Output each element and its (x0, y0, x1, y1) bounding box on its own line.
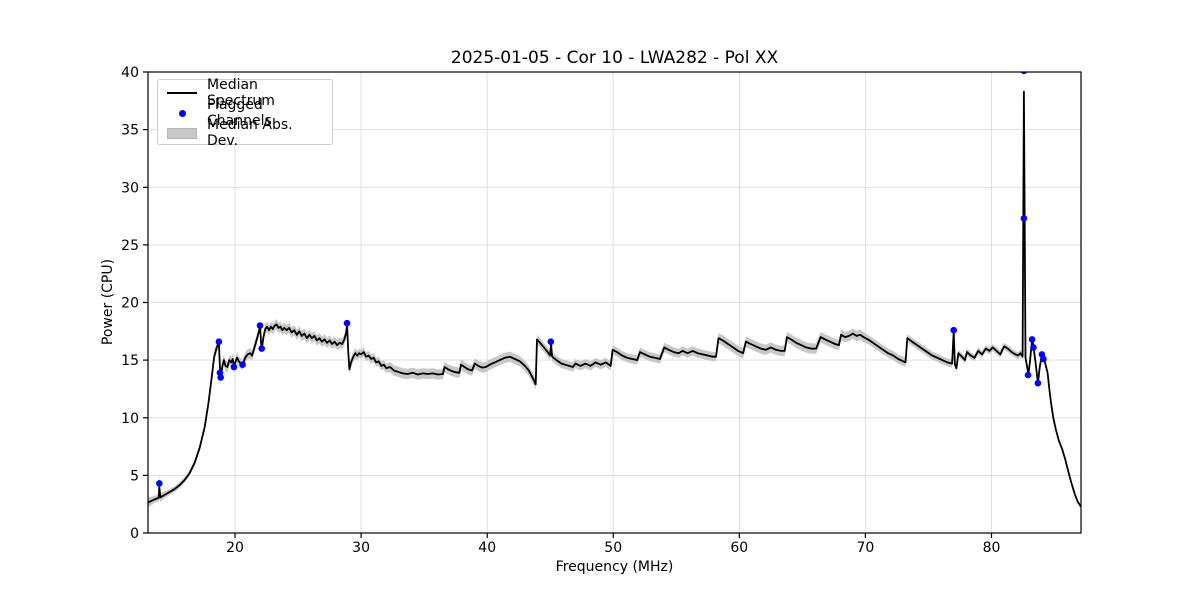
flagged-channel-point (239, 361, 246, 369)
mad-patch-swatch (166, 127, 198, 139)
y-tick-label: 10 (121, 411, 139, 427)
median-line-swatch (166, 92, 198, 94)
legend: Median Spectrum Flagged Channels Median … (157, 77, 333, 149)
legend-label: Flagged Channels (207, 97, 272, 129)
flagged-channel-point (343, 319, 351, 327)
y-tick-label: 15 (121, 353, 139, 369)
flagged-channel-point (156, 480, 163, 487)
y-tick-label: 0 (130, 526, 139, 542)
flagged-channel-point (215, 338, 223, 346)
flagged-channel-point (1024, 371, 1032, 379)
x-tick-label: 20 (226, 540, 244, 556)
y-tick-label: 5 (130, 468, 139, 484)
mad-band (148, 88, 1081, 508)
flagged-channel-point (230, 363, 238, 371)
flagged-channel-point (1030, 344, 1037, 351)
legend-label: Median Abs. Dev. (207, 117, 293, 149)
y-tick-label: 30 (121, 180, 139, 196)
y-axis-label: Power (CPU) (100, 258, 116, 346)
legend-label: Median Spectrum (207, 77, 275, 109)
x-tick-label: 80 (983, 540, 1001, 556)
flagged-channel-point (950, 326, 957, 334)
x-axis-label: Frequency (MHz) (555, 559, 674, 575)
median-spectrum-line (148, 90, 1081, 508)
x-tick-label: 30 (352, 540, 370, 556)
flagged-channel-point (256, 322, 264, 329)
y-tick-label: 40 (121, 65, 139, 81)
chart-title: 2025-01-05 - Cor 10 - LWA282 - Pol XX (450, 48, 779, 68)
x-tick-label: 50 (604, 540, 622, 556)
flagged-channel-point (547, 338, 555, 346)
flagged-channel-point (1040, 355, 1047, 363)
flagged-channel-point (1020, 72, 1027, 75)
flagged-channel-point (1020, 215, 1028, 222)
legend-item-flagged-channels: Flagged Channels (166, 97, 324, 129)
x-tick-label: 40 (478, 540, 496, 556)
flagged-channel-point (1034, 379, 1042, 387)
legend-item-median-spectrum: Median Spectrum (166, 77, 324, 109)
x-tick-label: 60 (730, 540, 748, 556)
legend-item-mad-band: Median Abs. Dev. (166, 117, 324, 149)
flagged-channel-point (1028, 336, 1036, 343)
y-tick-label: 20 (121, 296, 139, 312)
y-tick-label: 35 (121, 123, 139, 139)
y-tick-label: 25 (121, 238, 139, 254)
flagged-marker-swatch (166, 109, 198, 117)
x-tick-label: 70 (856, 540, 874, 556)
flagged-channel-point (217, 374, 224, 381)
flagged-channel-point (258, 345, 266, 352)
